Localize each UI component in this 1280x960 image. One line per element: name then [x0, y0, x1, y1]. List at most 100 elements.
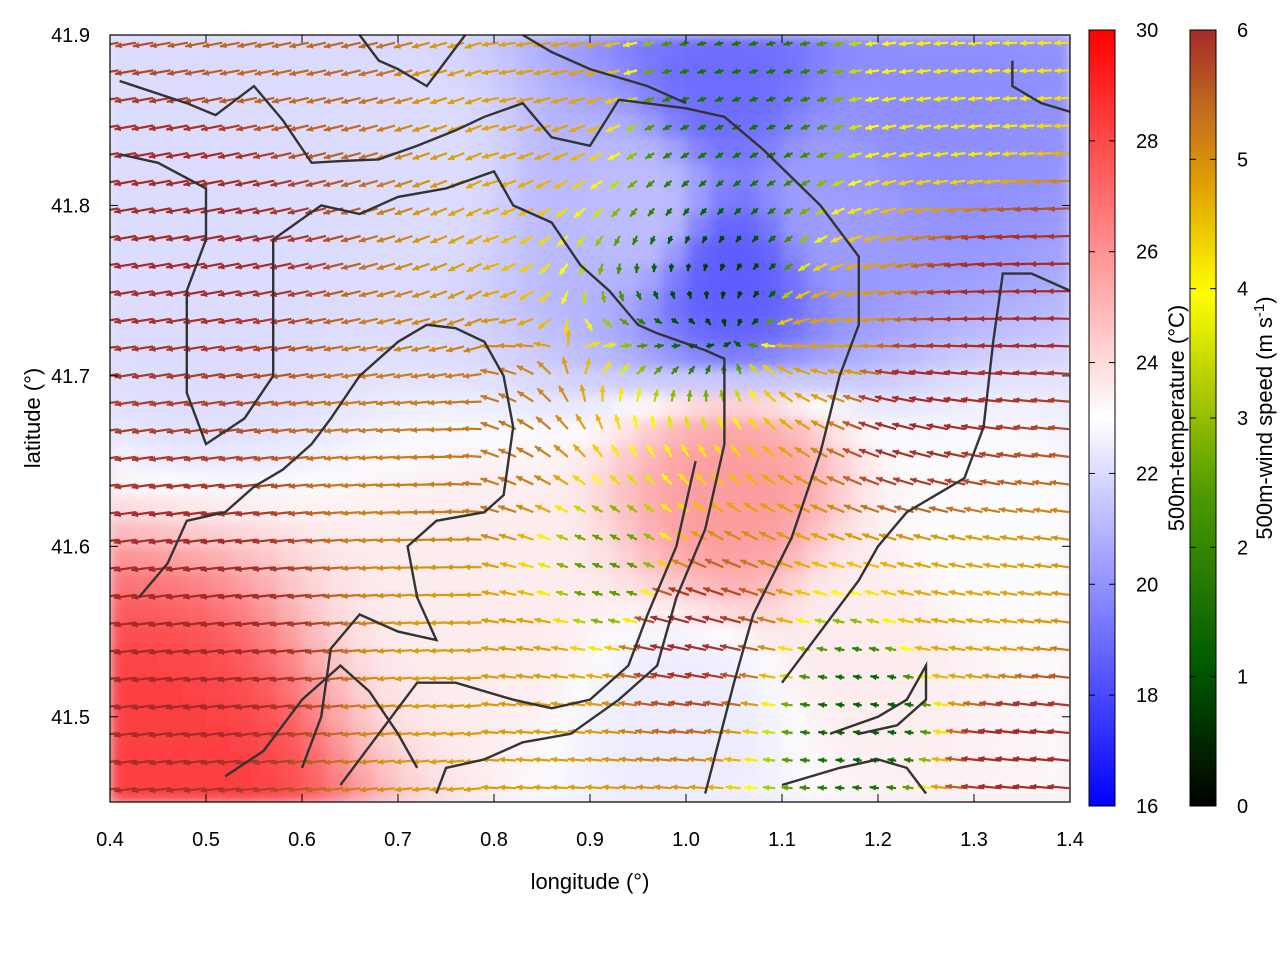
wind-arrow	[997, 479, 1018, 486]
wind-arrow	[1033, 535, 1052, 541]
wind-arrow	[1012, 783, 1035, 790]
wind-arrow	[744, 473, 759, 486]
wind-arrow	[464, 41, 482, 49]
wind-arrow	[376, 290, 396, 298]
wind-arrow	[758, 673, 776, 679]
heatmap-cell	[1046, 188, 1070, 215]
wind-arrow	[465, 290, 482, 301]
wind-arrow	[359, 648, 378, 655]
wind-arrow	[252, 593, 275, 600]
wind-arrow	[908, 395, 931, 403]
wind-arrow	[306, 455, 327, 462]
heatmap-cell	[758, 444, 783, 471]
wind-arrow	[945, 728, 966, 735]
wind-arrow	[613, 235, 621, 247]
wind-arrow	[1048, 452, 1070, 459]
wind-arrow	[429, 647, 448, 654]
wind-arrow	[131, 455, 154, 462]
wind-arrow	[568, 69, 586, 76]
heatmap-cell	[758, 776, 783, 802]
heatmap-cell	[518, 188, 543, 215]
wind-arrow	[358, 179, 379, 188]
wind-arrow	[553, 179, 569, 190]
wind-arrow	[218, 483, 240, 490]
heatmap-cell	[158, 111, 183, 139]
wind-arrow	[446, 619, 465, 626]
wind-colorbar-tick-label: 3	[1237, 408, 1248, 430]
wind-arrow	[1019, 123, 1035, 130]
wind-arrow	[110, 124, 119, 129]
wind-arrow	[623, 69, 638, 76]
wind-arrow	[235, 290, 258, 298]
wind-arrow	[550, 728, 569, 735]
wind-arrow	[236, 400, 258, 407]
wind-arrow	[920, 729, 931, 736]
wind-arrow	[928, 234, 949, 241]
wind-arrow	[927, 478, 949, 486]
heatmap-cell	[494, 520, 519, 548]
heatmap-cell	[854, 648, 879, 676]
heatmap-cell	[254, 623, 279, 650]
wind-arrow	[131, 124, 154, 132]
heatmap-cell	[950, 162, 975, 190]
heatmap-cell	[830, 239, 855, 267]
wind-arrow	[322, 262, 344, 270]
heatmap-cell	[782, 239, 807, 267]
heatmap-cell	[326, 341, 351, 369]
heatmap-cell	[1022, 162, 1047, 190]
wind-arrow	[982, 617, 1001, 624]
heatmap-cell	[830, 418, 855, 446]
heatmap-cell	[350, 214, 375, 241]
heatmap-cell	[926, 392, 951, 420]
wind-arrow	[832, 40, 845, 47]
heatmap-cell	[1046, 418, 1070, 446]
heatmap-cell	[470, 239, 495, 267]
heatmap-cell	[974, 444, 999, 471]
wind-arrow	[601, 317, 613, 328]
heatmap-cell	[806, 35, 831, 62]
wind-arrow	[865, 40, 880, 47]
wind-arrow	[341, 648, 361, 655]
wind-arrow	[558, 385, 569, 403]
wind-arrow	[376, 786, 396, 793]
wind-arrow	[114, 262, 137, 270]
wind-arrow	[430, 234, 448, 244]
heatmap-cell	[446, 597, 471, 625]
wind-arrow	[884, 646, 897, 653]
wind-arrow	[870, 702, 880, 708]
wind-arrow	[341, 427, 361, 434]
wind-arrow	[183, 483, 206, 490]
wind-arrow	[702, 672, 724, 679]
heatmap-cell	[854, 597, 879, 625]
wind-arrow	[680, 124, 690, 131]
heatmap-cell	[1022, 290, 1047, 318]
wind-arrow	[444, 508, 465, 515]
wind-arrow	[732, 151, 742, 159]
wind-arrow	[234, 621, 258, 628]
heatmap-cell	[350, 648, 375, 676]
wind-arrow	[568, 124, 586, 133]
heatmap-cell	[686, 418, 711, 446]
wind-arrow	[218, 124, 240, 132]
wind-arrow	[148, 787, 171, 794]
wind-arrow	[862, 262, 880, 270]
y-tick-label: 41.6	[51, 536, 90, 558]
wind-arrow	[848, 179, 863, 187]
wind-arrow	[131, 511, 154, 518]
wind-arrow	[877, 316, 897, 323]
wind-colorbar-label: 500m-wind speed (m s-1)	[1251, 296, 1277, 539]
wind-arrow	[826, 343, 845, 350]
wind-arrow	[235, 538, 258, 545]
x-axis-label: longitude (°)	[531, 869, 650, 894]
wind-arrow	[843, 368, 862, 376]
wind-arrow	[498, 673, 517, 680]
wind-arrow	[651, 263, 658, 273]
wind-arrow	[1019, 150, 1035, 157]
heatmap-cell	[1046, 520, 1070, 548]
heatmap-cell	[806, 188, 831, 215]
wind-arrow	[714, 40, 724, 47]
wind-arrow	[114, 207, 137, 214]
heatmap-cell	[902, 444, 927, 471]
